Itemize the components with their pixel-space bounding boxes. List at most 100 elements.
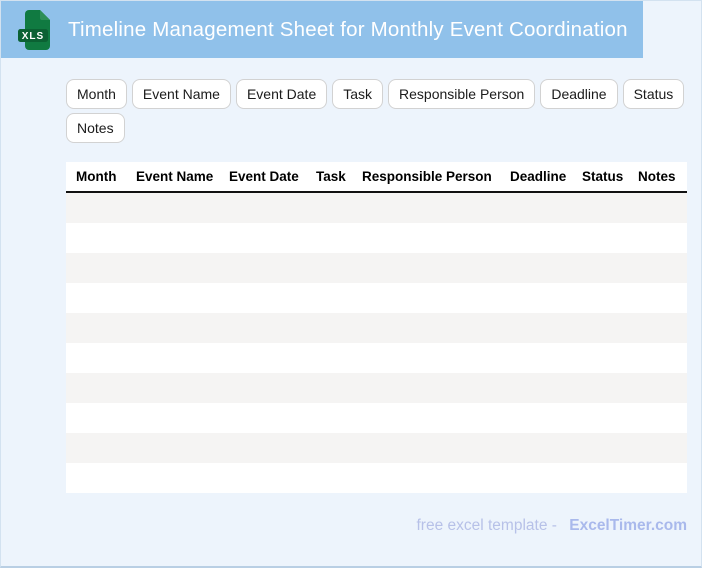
table-cell [352,253,500,283]
table-cell [500,223,572,253]
column-header-event-name: Event Name [126,162,219,193]
table-cell [572,343,628,373]
table-cell [219,283,306,313]
table-cell [219,223,306,253]
table-cell [219,192,306,223]
column-header-task: Task [306,162,352,193]
table-cell [572,403,628,433]
file-fold [40,9,50,20]
footer: free excel template - ExcelTimer.com [66,515,687,536]
table-cell [126,373,219,403]
table-cell [306,253,352,283]
column-header-responsible-person: Responsible Person [352,162,500,193]
table-cell [66,373,126,403]
chip-event-date[interactable]: Event Date [235,79,328,109]
table-cell [306,223,352,253]
table-cell [306,192,352,223]
table-cell [572,223,628,253]
table-cell [306,403,352,433]
table-cell [628,283,687,313]
xls-file-icon: XLS [18,9,50,50]
table-cell [628,313,687,343]
table-cell [306,463,352,493]
table-cell [66,343,126,373]
table-cell [500,433,572,463]
table-cell [306,313,352,343]
table-header-row: Month Event Name Event Date Task Responsible… [66,162,687,193]
table-row [66,192,687,223]
chip-event-name[interactable]: Event Name [131,79,231,109]
chip-row: Notes [66,113,701,143]
chips: Month Event Name Event Date Task Responsible… [66,79,701,143]
table-cell [500,192,572,223]
table-cell [66,463,126,493]
table-cell [306,343,352,373]
column-header-month: Month [66,162,126,193]
table-cell [219,373,306,403]
table-cell [219,313,306,343]
table-cell [352,403,500,433]
table-cell [628,373,687,403]
table-cell [66,223,126,253]
table-cell [500,313,572,343]
table-cell [352,283,500,313]
table-row [66,463,687,493]
table-cell [219,403,306,433]
footer-brand-link[interactable]: ExcelTimer.com [569,517,687,534]
chip-status[interactable]: Status [622,79,685,109]
table-cell [628,223,687,253]
table-cell [572,313,628,343]
table-cell [628,343,687,373]
column-header-notes: Notes [628,162,687,193]
chip-task[interactable]: Task [332,79,384,109]
table-row [66,223,687,253]
chip-deadline[interactable]: Deadline [540,79,618,109]
table-cell [66,253,126,283]
table-row [66,283,687,313]
table-cell [572,253,628,283]
footer-text: free excel template - [416,517,557,534]
chip-row: Month Event Name Event Date Task Responsible… [66,79,701,109]
table-row [66,373,687,403]
table-row [66,433,687,463]
table-cell [500,253,572,283]
table-cell [628,253,687,283]
table-body [66,192,687,493]
chip-notes[interactable]: Notes [66,113,125,143]
table-cell [126,463,219,493]
table-cell [628,192,687,223]
table-cell [126,253,219,283]
table-cell [352,463,500,493]
column-header-status: Status [572,162,628,193]
table-cell [500,283,572,313]
table-cell [126,313,219,343]
table-cell [126,192,219,223]
table-cell [126,433,219,463]
label-band [18,28,48,42]
table-cell [66,192,126,223]
table-cell [352,433,500,463]
table-cell [352,223,500,253]
timeline-table: Month Event Name Event Date Task Responsible… [66,162,687,493]
table-cell [306,283,352,313]
column-header-event-date: Event Date [219,162,306,193]
table-cell [500,403,572,433]
table-cell [572,463,628,493]
page-title: Timeline Management Sheet for Monthly Ev… [68,17,628,41]
table-cell [572,283,628,313]
table-row [66,403,687,433]
table-cell [66,313,126,343]
table-cell [352,373,500,403]
table-cell [219,463,306,493]
table-cell [126,343,219,373]
chip-month[interactable]: Month [66,79,127,109]
content-area: Month Event Name Event Date Task Responsible… [1,79,701,536]
table-cell [352,192,500,223]
table-cell [126,223,219,253]
table-cell [66,403,126,433]
table-row [66,343,687,373]
table-cell [219,343,306,373]
table-cell [306,373,352,403]
chip-responsible-person[interactable]: Responsible Person [388,79,536,109]
